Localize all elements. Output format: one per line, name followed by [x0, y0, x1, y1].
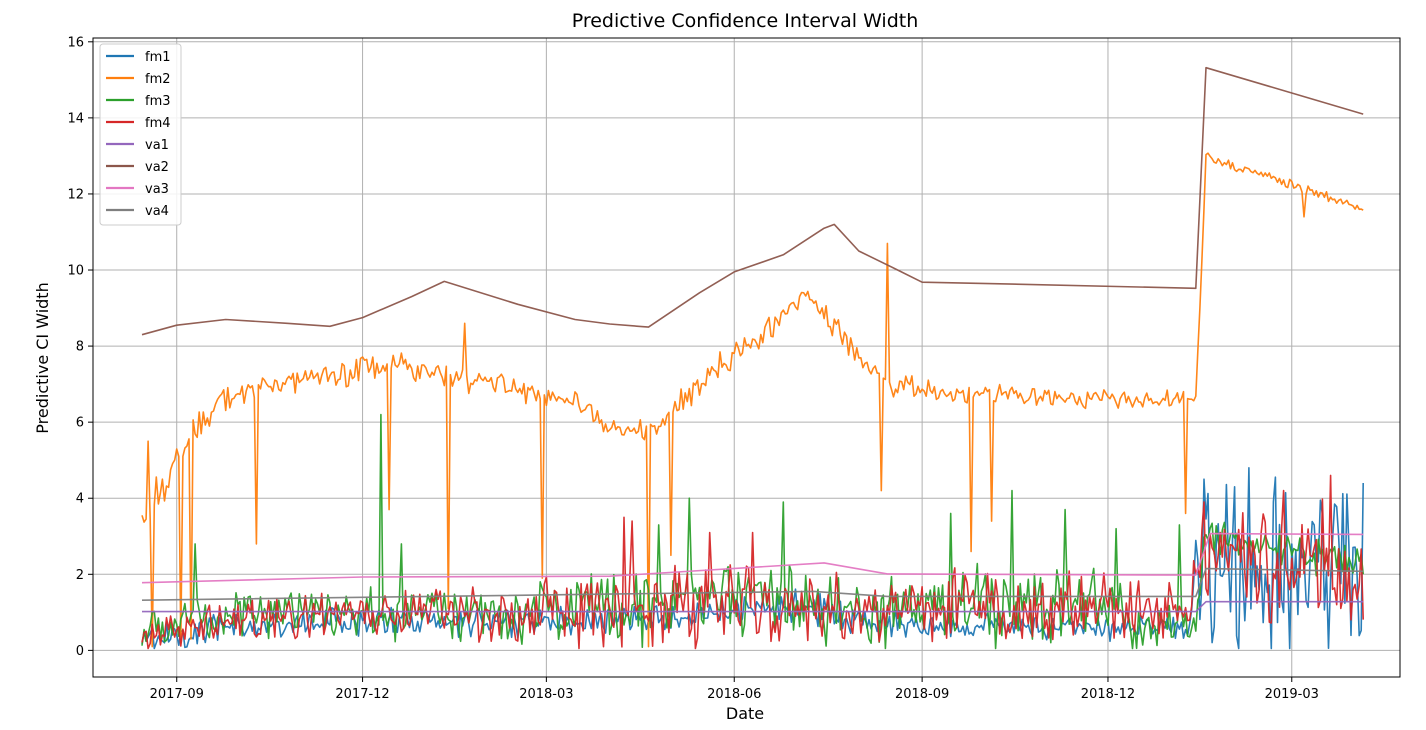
x-axis-label: Date — [726, 704, 764, 723]
y-axis-label: Predictive CI Width — [33, 282, 52, 433]
y-tick-label: 14 — [67, 111, 84, 126]
y-axis-ticks: 0 2 4 6 8 10 12 14 16 — [67, 35, 93, 659]
y-tick-label: 6 — [76, 416, 84, 431]
plot-area-frame — [92, 37, 1401, 678]
series-line-fm3 — [141, 413, 1364, 650]
series-line-va1 — [142, 600, 1364, 613]
grid-lines — [93, 38, 1400, 677]
y-tick-label: 0 — [76, 644, 84, 659]
legend-label-va3: va3 — [145, 182, 169, 197]
legend-label-fm1: fm1 — [145, 50, 171, 65]
x-tick-label: 2019-03 — [1265, 687, 1319, 702]
legend-label-fm3: fm3 — [145, 94, 171, 109]
series-lines — [141, 66, 1364, 650]
y-tick-label: 8 — [76, 340, 84, 355]
legend-label-fm2: fm2 — [145, 72, 171, 87]
series-line-va4 — [141, 567, 1364, 601]
series-line-fm2 — [141, 152, 1364, 648]
x-tick-label: 2017-09 — [150, 687, 204, 702]
legend-label-va2: va2 — [145, 160, 169, 175]
legend-label-va4: va4 — [145, 204, 169, 219]
x-tick-label: 2018-03 — [519, 687, 573, 702]
x-tick-label: 2018-12 — [1081, 687, 1135, 702]
legend-label-va1: va1 — [145, 138, 169, 153]
series-line-fm4 — [141, 474, 1364, 650]
y-tick-label: 2 — [76, 568, 84, 583]
series-line-va2 — [141, 66, 1364, 336]
series-line-va3 — [141, 532, 1364, 584]
legend-label-fm4: fm4 — [145, 116, 171, 131]
x-tick-label: 2017-12 — [335, 687, 389, 702]
x-tick-label: 2018-09 — [895, 687, 949, 702]
x-tick-label: 2018-06 — [707, 687, 761, 702]
legend: fm1 fm2 fm3 fm4 va1 va2 va3 va4 — [99, 43, 182, 226]
x-axis-ticks: 2017-09 2017-12 2018-03 2018-06 2018-09 2018-… — [150, 677, 1319, 702]
y-tick-label: 12 — [67, 187, 84, 202]
legend-box — [99, 43, 182, 226]
y-tick-label: 10 — [67, 264, 84, 279]
y-tick-label: 16 — [67, 35, 84, 50]
chart-title: Predictive Confidence Interval Width — [572, 10, 919, 32]
y-tick-label: 4 — [76, 492, 84, 507]
